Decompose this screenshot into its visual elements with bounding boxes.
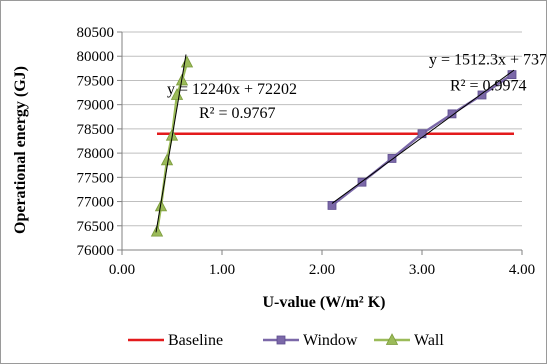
wall-point xyxy=(160,153,174,166)
x-tick-label: 0.00 xyxy=(109,262,135,278)
x-axis-title: U-value (W/m² K) xyxy=(263,294,386,311)
x-tick-label: 4.00 xyxy=(509,262,535,278)
trendline-annotation: y = 12240x + 72202 xyxy=(167,81,297,98)
window-point xyxy=(357,177,367,187)
legend-item-window: Window xyxy=(263,332,358,349)
legend-marker xyxy=(276,335,286,345)
series-window xyxy=(327,70,517,210)
y-tick-label: 79500 xyxy=(77,73,115,89)
trendline-annotation: R² = 0.9974 xyxy=(450,78,527,95)
gridlines xyxy=(122,31,522,251)
window-point xyxy=(387,154,397,163)
y-tick-label: 76500 xyxy=(77,219,115,235)
axes xyxy=(117,31,523,255)
x-tick-label: 1.00 xyxy=(209,262,235,278)
y-axis-title: Operational energy (GJ) xyxy=(12,66,29,234)
window-point xyxy=(417,129,427,139)
trendline-wall xyxy=(155,54,187,233)
trendline-annotation: y = 1512.3x + 73785 xyxy=(429,51,546,68)
y-tick-label: 79000 xyxy=(77,98,115,114)
y-tick-label: 76000 xyxy=(77,243,115,259)
x-tick-labels: 0.00 1.00 2.00 3.00 4.00 xyxy=(109,262,535,278)
trendlines xyxy=(155,54,515,233)
y-tick-label: 78000 xyxy=(77,146,115,162)
wall-point xyxy=(180,55,194,68)
legend: Baseline Window Wall xyxy=(128,332,444,349)
legend-marker xyxy=(385,333,399,345)
y-tick-label: 77500 xyxy=(77,170,115,186)
y-tick-label: 78500 xyxy=(77,122,115,138)
legend-item-wall: Wall xyxy=(374,332,444,349)
window-point xyxy=(477,90,487,100)
annotations: y = 1512.3x + 73785 R² = 0.9974 y = 12240x… xyxy=(167,51,546,122)
trendline-annotation: R² = 0.9767 xyxy=(199,105,276,122)
legend-label: Window xyxy=(303,332,358,349)
y-tick-labels: 76000 76500 77000 77500 78000 78500 79000 79500… xyxy=(77,25,115,259)
window-point xyxy=(327,201,337,210)
legend-label: Wall xyxy=(414,332,444,349)
window-point xyxy=(447,109,457,119)
legend-item-baseline: Baseline xyxy=(128,332,223,349)
wall-point xyxy=(150,224,164,237)
x-tick-label: 2.00 xyxy=(309,262,335,278)
trendline-window xyxy=(331,69,515,204)
y-tick-label: 80500 xyxy=(77,25,115,41)
x-tick-label: 3.00 xyxy=(409,262,435,278)
y-tick-label: 80000 xyxy=(77,49,115,65)
legend-label: Baseline xyxy=(168,332,223,349)
y-tick-label: 77000 xyxy=(77,195,115,211)
